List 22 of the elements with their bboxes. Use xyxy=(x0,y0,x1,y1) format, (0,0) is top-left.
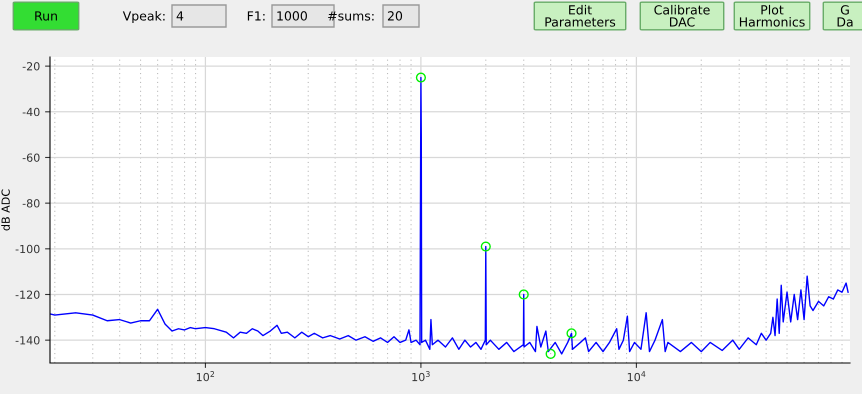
y-tick-label: -120 xyxy=(16,290,40,299)
y-tick-label: -20 xyxy=(22,62,40,71)
y-tick-label: -60 xyxy=(22,153,40,162)
text: Plot Harmonics xyxy=(740,4,805,27)
y-tick-label: -140 xyxy=(16,336,40,345)
y-tick-label: -40 xyxy=(22,108,40,116)
x-tick-label: 10$^{3}$ xyxy=(412,371,430,382)
y-tick-label: -100 xyxy=(16,244,40,254)
text: F1: xyxy=(248,11,265,20)
y-tick-label: -80 xyxy=(22,199,40,208)
y-axis-title: dB ADC xyxy=(1,190,10,230)
text: #sums: xyxy=(328,11,374,21)
x-tick-label: 10$^{2}$ xyxy=(196,371,214,382)
text: Run xyxy=(35,11,57,21)
text: Calibrate DAC xyxy=(654,4,710,27)
x-tick-label: 10$^{4}$ xyxy=(628,371,646,382)
text: Edit Parameters xyxy=(545,4,616,27)
text: G Da xyxy=(838,5,853,27)
text: Vpeak: xyxy=(122,10,165,24)
text: 4 xyxy=(176,11,184,20)
text: 1000 xyxy=(277,11,307,21)
text: 20 xyxy=(388,11,402,21)
